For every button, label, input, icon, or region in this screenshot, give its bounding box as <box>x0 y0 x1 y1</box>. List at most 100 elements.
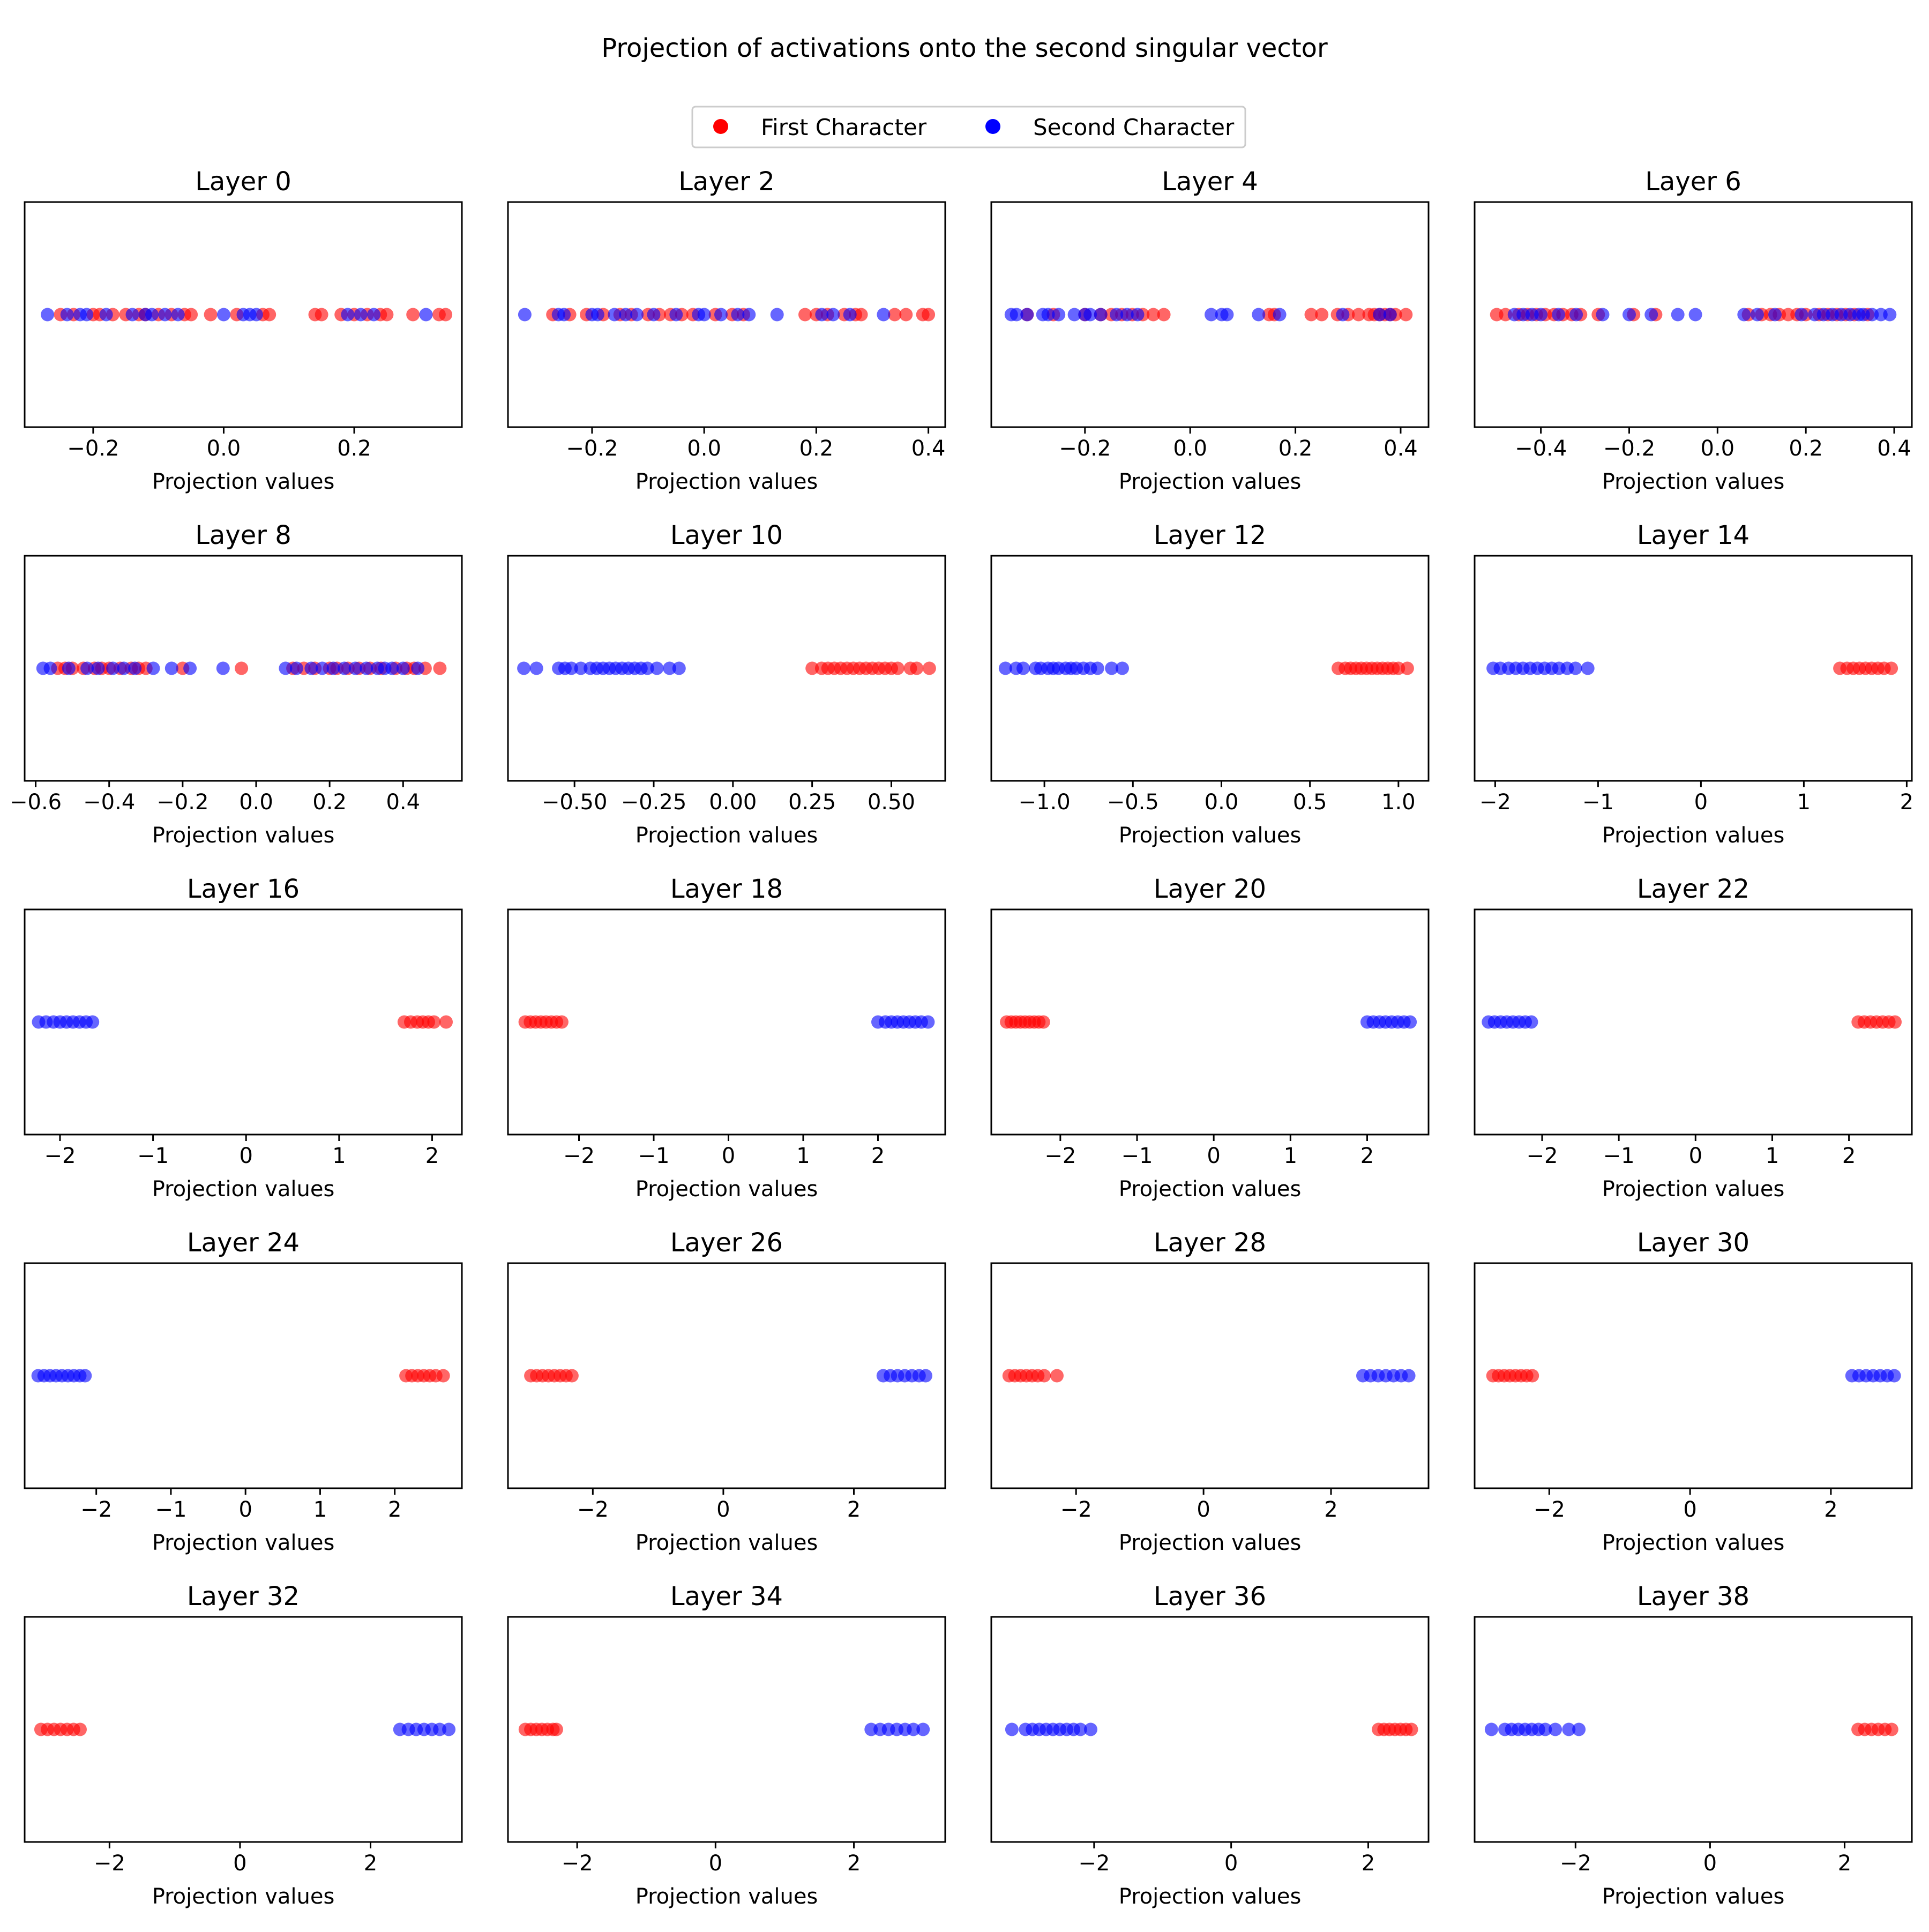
subplot-title: Layer 36 <box>1154 1582 1266 1612</box>
x-tick-label: −0.25 <box>621 790 687 815</box>
x-tick-label: −0.4 <box>83 790 135 815</box>
x-tick-label: 0 <box>709 1851 722 1876</box>
data-point <box>517 661 531 675</box>
data-point <box>518 308 532 322</box>
subplot-title: Layer 22 <box>1637 874 1749 904</box>
data-point <box>326 661 340 675</box>
subplot-title: Layer 30 <box>1637 1228 1749 1258</box>
data-point <box>439 308 453 322</box>
data-point <box>1010 308 1023 322</box>
data-point <box>1644 308 1658 322</box>
data-point <box>815 308 829 322</box>
data-point <box>888 308 902 322</box>
data-point <box>385 661 399 675</box>
x-axis-label: Projection values <box>1119 1531 1302 1555</box>
data-point <box>217 308 230 322</box>
subplot-title: Layer 26 <box>670 1228 783 1258</box>
data-point <box>165 661 178 675</box>
subplot-title: Layer 4 <box>1162 167 1258 197</box>
x-tick-label: 2 <box>1324 1497 1337 1522</box>
x-axis-label: Projection values <box>152 823 335 848</box>
x-tick-label: −0.2 <box>566 436 618 461</box>
legend-label-second: Second Character <box>1033 114 1235 140</box>
data-point <box>1568 661 1582 675</box>
data-point <box>439 1015 453 1029</box>
x-axis-label: Projection values <box>635 1177 818 1202</box>
subplot-title: Layer 14 <box>1637 520 1749 550</box>
data-point <box>1524 1015 1538 1029</box>
x-axis-label: Projection values <box>152 1884 335 1909</box>
data-point <box>1120 308 1134 322</box>
data-point <box>1037 1369 1051 1383</box>
x-tick-label: 0 <box>1694 790 1708 815</box>
x-axis-label: Projection values <box>1602 1177 1785 1202</box>
data-point <box>590 308 604 322</box>
data-point <box>1596 308 1610 322</box>
x-tick-label: 1.0 <box>1381 790 1416 815</box>
data-point <box>1549 1722 1562 1736</box>
axes-frame <box>990 201 1430 428</box>
x-tick-label: −0.4 <box>1515 436 1567 461</box>
x-tick-label: −0.2 <box>1603 436 1655 461</box>
legend: First Character Second Character <box>691 106 1246 148</box>
axes-frame <box>507 908 946 1136</box>
data-point <box>998 661 1012 675</box>
x-tick-label: −1 <box>1582 790 1614 815</box>
data-point <box>1572 1722 1586 1736</box>
x-tick-label: 0 <box>1224 1851 1238 1876</box>
data-point <box>899 308 913 322</box>
data-point <box>171 308 185 322</box>
data-point <box>204 308 218 322</box>
data-point <box>158 308 172 322</box>
data-point <box>1888 1015 1902 1029</box>
data-point <box>672 661 686 675</box>
data-point <box>742 308 756 322</box>
x-axis-label: Projection values <box>1602 469 1785 494</box>
data-point <box>1036 1015 1050 1029</box>
axes-frame <box>507 555 946 782</box>
data-point <box>1052 308 1066 322</box>
axes-frame <box>24 201 463 428</box>
x-tick-label: 1 <box>796 1144 810 1168</box>
data-point <box>731 308 745 322</box>
data-point <box>235 661 249 675</box>
data-point <box>406 308 420 322</box>
data-point <box>564 661 578 675</box>
data-point <box>341 308 355 322</box>
data-point <box>805 661 819 675</box>
axes-frame <box>24 908 463 1136</box>
data-point <box>1737 308 1751 322</box>
axes-frame <box>507 1616 946 1843</box>
data-point <box>91 661 105 675</box>
data-point <box>619 308 633 322</box>
x-tick-label: 2 <box>388 1497 401 1522</box>
data-point <box>1020 308 1034 322</box>
x-tick-label: 0 <box>239 1144 252 1168</box>
data-point <box>263 308 276 322</box>
subplot-title: Layer 12 <box>1154 520 1266 550</box>
data-point <box>86 1015 100 1029</box>
x-axis-label: Projection values <box>1119 469 1302 494</box>
data-point <box>117 661 131 675</box>
axes-frame <box>24 1616 463 1843</box>
x-tick-label: 1 <box>1766 1144 1779 1168</box>
x-tick-label: 1 <box>332 1144 346 1168</box>
data-point <box>630 308 644 322</box>
x-tick-label: −2 <box>1479 790 1511 815</box>
x-tick-label: 0.2 <box>1278 436 1313 461</box>
data-point <box>80 661 94 675</box>
data-point <box>1399 308 1413 322</box>
data-point <box>436 1369 450 1383</box>
data-point <box>640 661 654 675</box>
data-point <box>1083 308 1097 322</box>
subplot: Layer 26 −2 0 2 Projection values <box>507 1228 946 1555</box>
data-point <box>1067 308 1081 322</box>
data-point <box>574 661 588 675</box>
x-tick-label: −2 <box>1534 1497 1565 1522</box>
x-tick-label: 0 <box>1197 1497 1210 1522</box>
axes-frame <box>1474 1262 1913 1489</box>
data-point <box>1569 308 1583 322</box>
data-point <box>1090 661 1104 675</box>
x-tick-label: 2 <box>1842 1144 1856 1168</box>
data-point <box>360 661 373 675</box>
